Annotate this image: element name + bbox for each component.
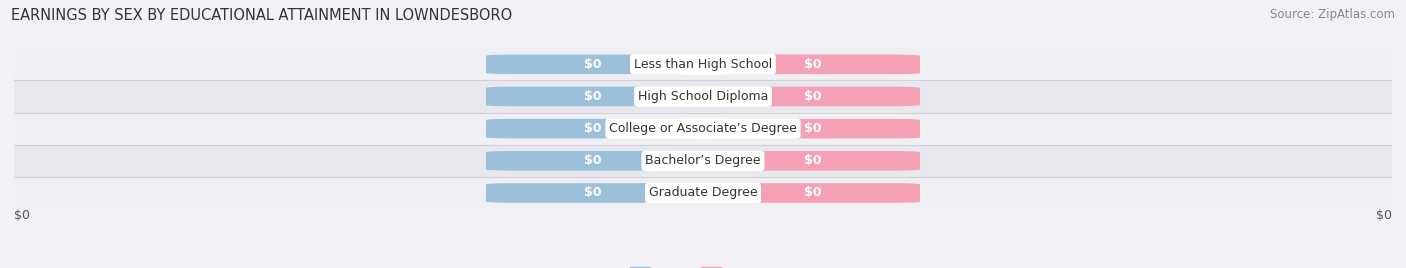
- FancyBboxPatch shape: [706, 87, 920, 106]
- Text: $0: $0: [804, 187, 823, 199]
- Text: Graduate Degree: Graduate Degree: [648, 187, 758, 199]
- Text: High School Diploma: High School Diploma: [638, 90, 768, 103]
- FancyBboxPatch shape: [706, 151, 920, 171]
- Text: $0: $0: [583, 154, 602, 167]
- Text: $0: $0: [1376, 209, 1392, 222]
- Text: $0: $0: [583, 90, 602, 103]
- FancyBboxPatch shape: [706, 54, 920, 74]
- FancyBboxPatch shape: [486, 87, 700, 106]
- Text: Bachelor’s Degree: Bachelor’s Degree: [645, 154, 761, 167]
- Text: $0: $0: [804, 58, 823, 71]
- FancyBboxPatch shape: [486, 119, 700, 139]
- Text: Source: ZipAtlas.com: Source: ZipAtlas.com: [1270, 8, 1395, 21]
- Text: $0: $0: [14, 209, 30, 222]
- FancyBboxPatch shape: [14, 177, 1392, 209]
- FancyBboxPatch shape: [706, 183, 920, 203]
- Legend: Male, Female: Male, Female: [626, 261, 780, 268]
- Text: $0: $0: [804, 154, 823, 167]
- Text: College or Associate’s Degree: College or Associate’s Degree: [609, 122, 797, 135]
- FancyBboxPatch shape: [486, 54, 700, 74]
- FancyBboxPatch shape: [14, 48, 1392, 80]
- Text: EARNINGS BY SEX BY EDUCATIONAL ATTAINMENT IN LOWNDESBORO: EARNINGS BY SEX BY EDUCATIONAL ATTAINMEN…: [11, 8, 513, 23]
- FancyBboxPatch shape: [486, 151, 700, 171]
- FancyBboxPatch shape: [706, 119, 920, 139]
- FancyBboxPatch shape: [14, 80, 1392, 113]
- Text: Less than High School: Less than High School: [634, 58, 772, 71]
- Text: $0: $0: [583, 187, 602, 199]
- Text: $0: $0: [804, 90, 823, 103]
- FancyBboxPatch shape: [14, 113, 1392, 145]
- Text: $0: $0: [583, 122, 602, 135]
- Text: $0: $0: [583, 58, 602, 71]
- FancyBboxPatch shape: [14, 145, 1392, 177]
- Text: $0: $0: [804, 122, 823, 135]
- FancyBboxPatch shape: [486, 183, 700, 203]
